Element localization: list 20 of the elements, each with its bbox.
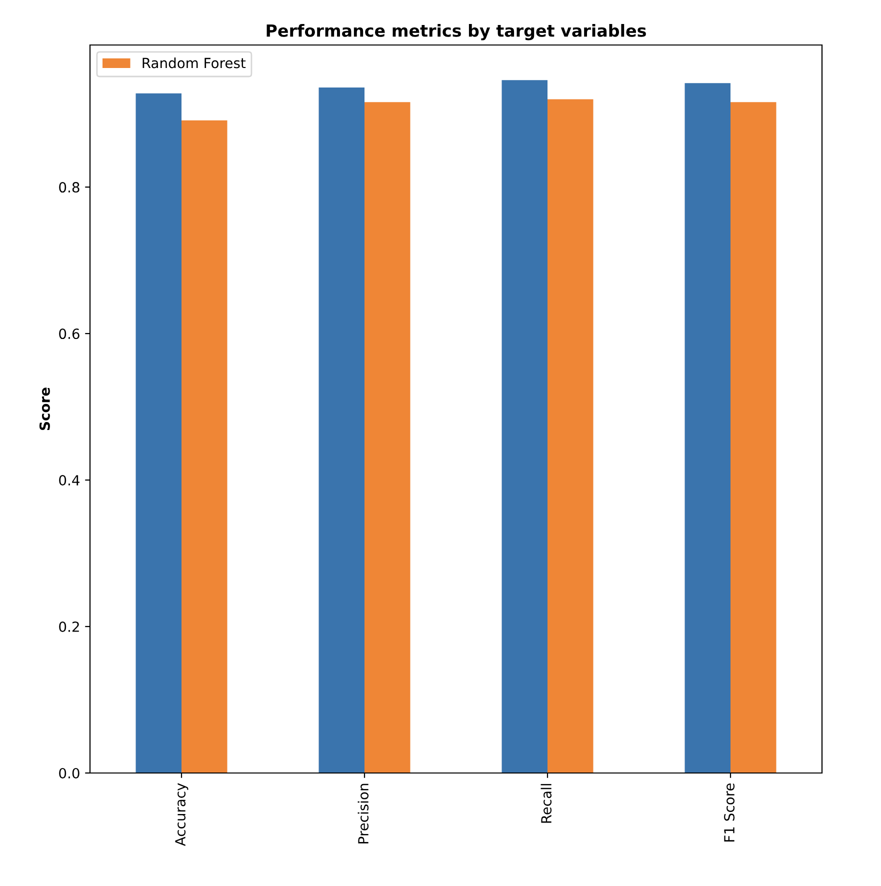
y-tick-label: 0.0: [59, 768, 80, 778]
x-tick-label: Accuracy: [175, 783, 188, 846]
legend-label: Random Forest: [142, 58, 246, 68]
y-tick-label: 0.4: [59, 475, 80, 486]
bar: [730, 102, 776, 773]
y-tick-label: 0.6: [59, 328, 80, 340]
y-tick-label: 0.2: [59, 621, 79, 632]
x-tick-label: F1 Score: [724, 783, 735, 842]
x-tick-label: Precision: [358, 784, 369, 844]
y-tick-label: 0.8: [59, 182, 80, 193]
x-tick-label: Recall: [540, 784, 552, 823]
bar: [548, 99, 594, 773]
bar: [364, 102, 410, 773]
y-axis-title: Score: [39, 388, 50, 430]
bar: [684, 83, 730, 773]
chart-title: Performance metrics by target variables: [266, 24, 646, 40]
bar: [182, 120, 228, 773]
bar: [318, 87, 364, 773]
bar: [136, 93, 182, 773]
bar: [502, 80, 548, 773]
